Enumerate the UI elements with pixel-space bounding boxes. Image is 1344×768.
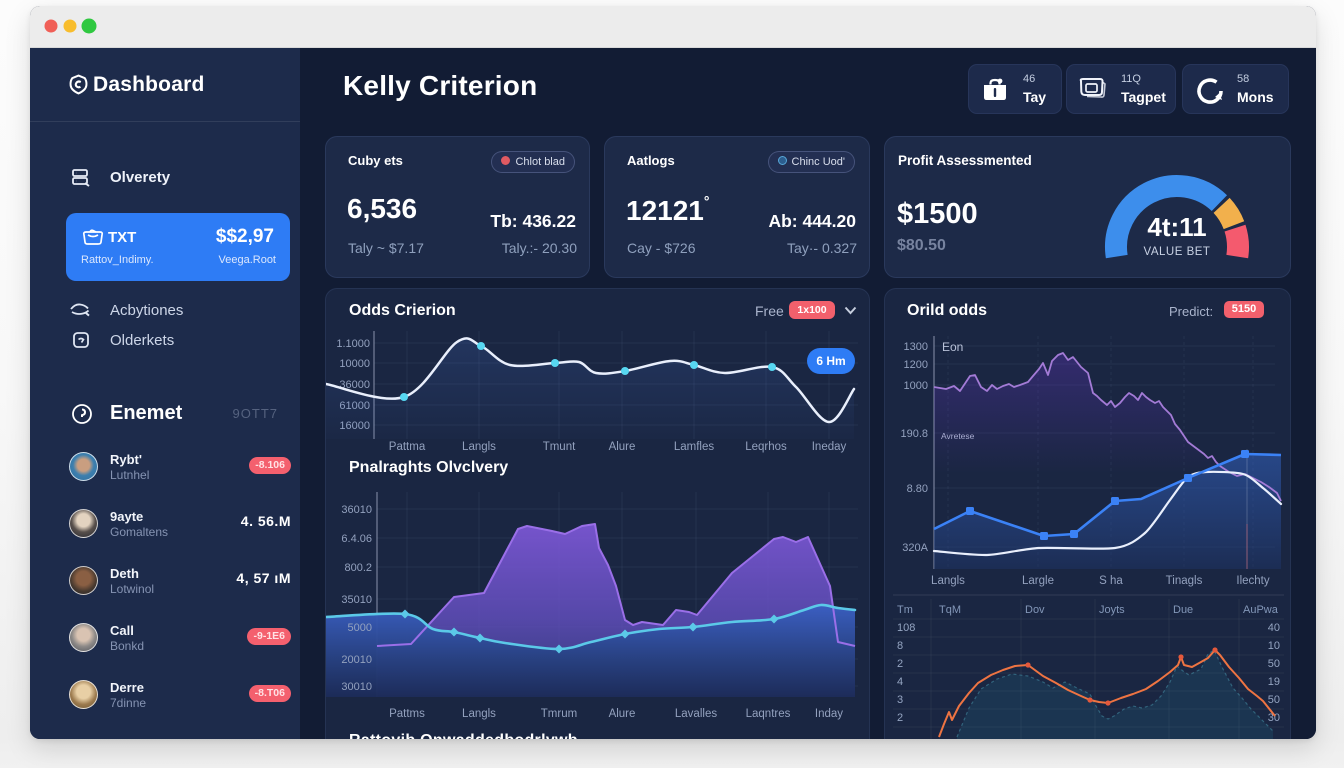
svg-text:Largle: Largle bbox=[1022, 575, 1054, 587]
svg-text:TqM: TqM bbox=[939, 604, 961, 616]
svg-text:Tmrum: Tmrum bbox=[541, 708, 577, 720]
svg-text:Lavalles: Lavalles bbox=[675, 708, 717, 720]
svg-text:Tinagls: Tinagls bbox=[1166, 575, 1203, 587]
svg-text:3: 3 bbox=[897, 694, 903, 706]
svg-text:8.80: 8.80 bbox=[907, 483, 928, 495]
svg-text:Joyts: Joyts bbox=[1099, 604, 1125, 616]
svg-text:40: 40 bbox=[1268, 622, 1280, 634]
svg-text:36010: 36010 bbox=[341, 504, 372, 516]
svg-text:6.4.06: 6.4.06 bbox=[341, 533, 372, 545]
svg-text:Alure: Alure bbox=[609, 441, 636, 453]
svg-text:1000: 1000 bbox=[904, 380, 928, 392]
svg-text:Ineday: Ineday bbox=[812, 441, 847, 453]
svg-text:19: 19 bbox=[1268, 676, 1280, 688]
svg-text:Lamfles: Lamfles bbox=[674, 441, 715, 453]
svg-text:Due: Due bbox=[1173, 604, 1193, 616]
svg-text:8: 8 bbox=[897, 640, 903, 652]
svg-text:Laqntres: Laqntres bbox=[746, 708, 791, 720]
svg-text:VALUE BET: VALUE BET bbox=[1144, 246, 1211, 258]
svg-text:10: 10 bbox=[1268, 640, 1280, 652]
svg-text:Langls: Langls bbox=[462, 441, 496, 453]
svg-text:Leqrhos: Leqrhos bbox=[745, 441, 787, 453]
svg-text:Pattms: Pattms bbox=[389, 708, 425, 720]
svg-text:800.2: 800.2 bbox=[344, 562, 372, 574]
svg-text:2: 2 bbox=[897, 658, 903, 670]
svg-text:AuPwa: AuPwa bbox=[1243, 604, 1279, 616]
svg-text:Inday: Inday bbox=[815, 708, 843, 720]
svg-text:Pattma: Pattma bbox=[389, 441, 426, 453]
svg-text:50: 50 bbox=[1268, 658, 1280, 670]
svg-text:Dov: Dov bbox=[1025, 604, 1045, 616]
svg-text:Tm: Tm bbox=[897, 604, 913, 616]
svg-text:108: 108 bbox=[897, 622, 915, 634]
svg-text:320A: 320A bbox=[902, 542, 928, 554]
svg-text:190.8: 190.8 bbox=[900, 428, 928, 440]
svg-text:4: 4 bbox=[897, 676, 903, 688]
svg-text:Langls: Langls bbox=[931, 575, 965, 587]
svg-text:50: 50 bbox=[1268, 694, 1280, 706]
svg-text:Langls: Langls bbox=[462, 708, 496, 720]
svg-text:1200: 1200 bbox=[904, 359, 928, 371]
svg-text:Tmunt: Tmunt bbox=[543, 441, 576, 453]
svg-text:S ha: S ha bbox=[1099, 575, 1123, 587]
svg-text:30: 30 bbox=[1268, 712, 1280, 724]
svg-text:1300: 1300 bbox=[904, 341, 928, 353]
svg-text:30010: 30010 bbox=[341, 681, 372, 693]
svg-text:10000: 10000 bbox=[339, 358, 370, 370]
svg-text:4t:11: 4t:11 bbox=[1147, 212, 1206, 242]
svg-text:36000: 36000 bbox=[339, 379, 370, 391]
svg-text:2: 2 bbox=[897, 712, 903, 724]
svg-text:1.1000: 1.1000 bbox=[336, 338, 370, 350]
svg-text:20010: 20010 bbox=[341, 654, 372, 666]
svg-text:Ilechty: Ilechty bbox=[1236, 575, 1269, 587]
svg-text:35010: 35010 bbox=[341, 594, 372, 606]
svg-text:Alure: Alure bbox=[609, 708, 636, 720]
svg-text:5000: 5000 bbox=[348, 622, 372, 634]
svg-text:Eon: Eon bbox=[942, 340, 963, 354]
